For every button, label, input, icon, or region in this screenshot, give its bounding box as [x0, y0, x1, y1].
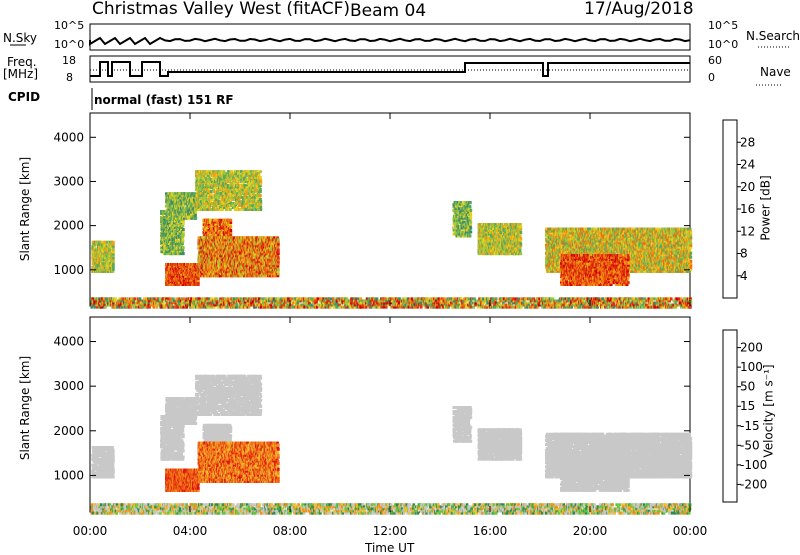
velocity-ytick-label: 4000	[53, 335, 84, 349]
velocity-ytick-label: 2000	[53, 424, 84, 438]
frequency-trace	[90, 62, 690, 76]
power-colorbar-tick-label: 16	[740, 202, 755, 216]
nsky-frame	[90, 24, 690, 50]
power-colorbar-tick-label: 8	[740, 247, 748, 261]
nsky-trace	[90, 38, 690, 44]
velocity-colorbar-tick-label: 100	[740, 360, 763, 374]
velocity-ytick-label: 3000	[53, 379, 84, 393]
power-colorbar-tick-label: 12	[740, 224, 755, 238]
time-tick-label: 12:00	[373, 524, 408, 538]
power-colorbar-tick-label: 24	[740, 158, 755, 172]
freq-frame	[90, 56, 690, 82]
power-ytick-label: 1000	[53, 263, 84, 277]
velocity-colorbar-tick-label: 200	[740, 341, 763, 355]
velocity-colorbar-tick-label: 15	[740, 399, 755, 413]
velocity-ytick-label: 1000	[53, 468, 84, 482]
time-tick-label: 20:00	[573, 524, 608, 538]
time-tick-label: 08:00	[273, 524, 308, 538]
power-colorbar-tick-label: 28	[740, 135, 755, 149]
velocity-colorbar-tick-label: -50	[740, 438, 760, 452]
power-colorbar-tick-label: 20	[740, 180, 755, 194]
velocity-colorbar-tick-label: -100	[740, 458, 767, 472]
power-ytick-label: 2000	[53, 219, 84, 233]
time-tick-label: 16:00	[473, 524, 508, 538]
time-tick-label: 00:00	[673, 524, 708, 538]
velocity-colorbar-tick-label: 50	[740, 380, 755, 394]
velocity-colorbar-tick-label: -15	[740, 419, 760, 433]
power-colorbar-frame	[723, 120, 737, 298]
velocity-colorbar-tick-label: -200	[740, 477, 767, 491]
power-ytick-label: 4000	[53, 130, 84, 144]
velocity-colorbar-frame	[723, 330, 737, 502]
time-tick-label: 04:00	[173, 524, 208, 538]
power-ytick-label: 3000	[53, 174, 84, 188]
time-tick-label: 00:00	[73, 524, 108, 538]
power-colorbar-tick-label: 4	[740, 269, 748, 283]
